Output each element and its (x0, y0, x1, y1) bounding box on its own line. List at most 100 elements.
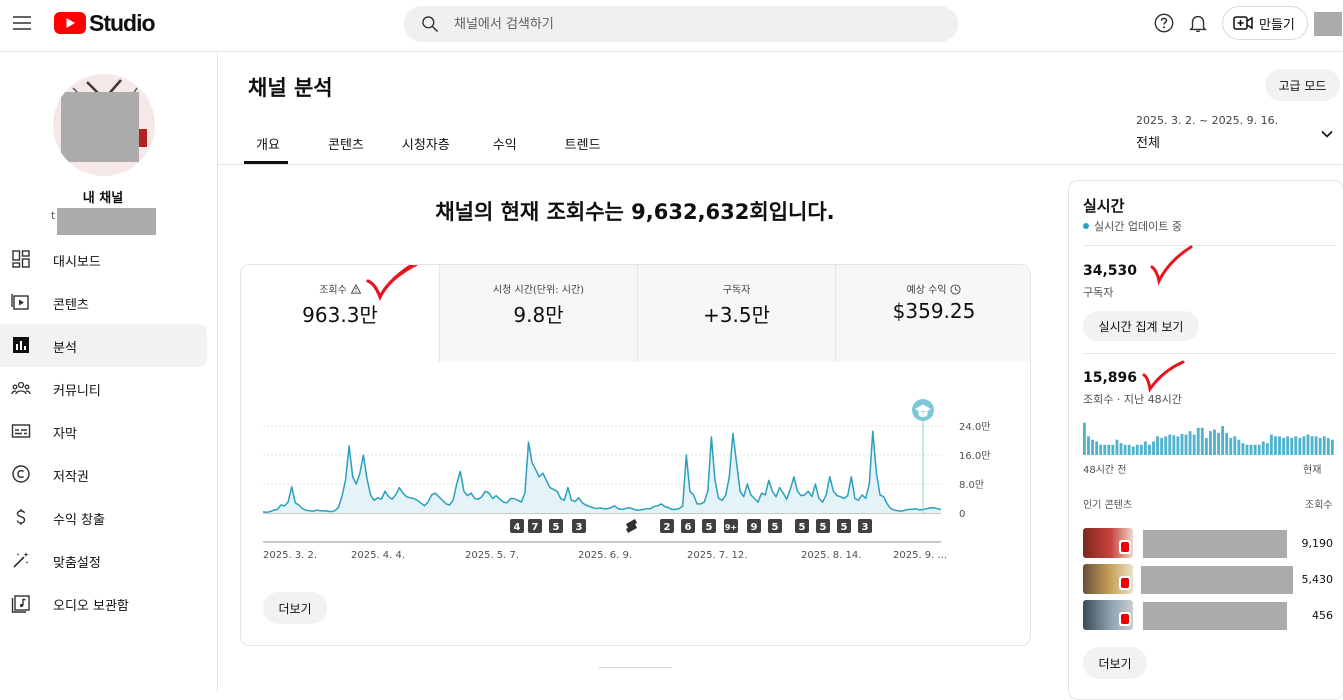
realtime-bar (1131, 446, 1135, 455)
warning-icon (350, 284, 361, 294)
tab-trends[interactable]: 트렌드 (564, 138, 601, 153)
search-input[interactable] (454, 16, 934, 32)
page-title: 채널 분석 (248, 76, 333, 100)
metric-label: 조회수 (319, 285, 347, 296)
dollar-icon (16, 509, 26, 525)
sidebar-item-dashboard[interactable]: 대시보드 (0, 238, 207, 281)
sidebar-item-audio-library[interactable]: 오디오 보관함 (0, 582, 207, 625)
event-marker (681, 519, 695, 533)
copyright-icon (12, 465, 30, 483)
search-icon[interactable] (420, 14, 440, 34)
tab-audience[interactable]: 시청자층 (401, 138, 450, 153)
top-content-metric-header: 조회수 (1305, 500, 1333, 511)
realtime-bar (1253, 444, 1257, 455)
search-bar[interactable] (404, 6, 958, 42)
metric-label: 예상 수익 (906, 285, 947, 296)
realtime-panel: 실시간 실시간 업데이트 중 34,530 구독자 실시간 집계 보기 15,8… (1068, 180, 1343, 700)
realtime-bar (1184, 434, 1188, 455)
y-tick-label: 0 (959, 509, 965, 520)
tab-revenue[interactable]: 수익 (492, 138, 517, 153)
realtime-bar (1269, 434, 1273, 455)
video-views: 9,190 (1301, 537, 1334, 550)
x-tick-label: 2025. 5. 7. (465, 550, 519, 561)
sidebar-item-community[interactable]: 커뮤니티 (0, 367, 207, 410)
studio-logo[interactable]: Studio (54, 9, 156, 36)
event-marker-label: 5 (799, 522, 806, 533)
menu-icon[interactable] (10, 11, 34, 35)
tab-overview[interactable]: 개요 (244, 122, 288, 164)
top-content-row[interactable]: 9,190 (1083, 528, 1335, 558)
realtime-bar (1180, 433, 1184, 455)
overview-card: 조회수 963.3만 시청 시간(단위: 시간) 9.8만 구독자 +3.5만 … (240, 264, 1031, 646)
sidebar-item-content[interactable]: 콘텐츠 (0, 281, 207, 324)
date-range-picker[interactable]: 2025. 3. 2. ~ 2025. 9. 16. 전체 (1136, 112, 1341, 156)
tab-content[interactable]: 콘텐츠 (328, 138, 364, 153)
studio-logo-text: Studio (89, 9, 156, 36)
see-more-button[interactable]: 더보기 (263, 592, 327, 624)
realtime-bar (1115, 439, 1119, 455)
top-content-row[interactable]: 456 (1083, 600, 1335, 630)
sidebar-item-analytics[interactable]: 분석 (0, 324, 207, 367)
graduation-cap-icon (914, 404, 932, 417)
realtime-bar (1209, 431, 1212, 455)
metric-tab-subscribers[interactable]: 구독자 +3.5만 (637, 265, 835, 362)
sidebar-item-monetization[interactable]: 수익 창출 (0, 496, 207, 539)
event-marker (837, 519, 851, 533)
sidebar-item-copyright[interactable]: 저작권 (0, 453, 207, 496)
views-area (263, 431, 941, 513)
left-sidebar: 내 채널 t 대시보드 콘텐츠 (0, 52, 218, 692)
video-views: 5,430 (1301, 573, 1334, 586)
realtime-bar (1119, 443, 1123, 455)
event-marker (510, 519, 524, 533)
help-icon[interactable] (1153, 12, 1175, 34)
advanced-mode-button[interactable]: 고급 모드 (1265, 69, 1340, 101)
realtime-bar (1168, 434, 1172, 455)
realtime-bar (1229, 438, 1233, 455)
realtime-bar (1200, 427, 1204, 455)
channel-avatar[interactable] (53, 74, 155, 176)
shorts-marker-icon (626, 519, 637, 533)
red-check-annotation (1150, 245, 1193, 286)
views-chart[interactable]: 0 8.0만 16.0만 24.0만 4 7 5 3 2 6 5 9+ 9 5 5 5 5 3 2025. 3. 2… (241, 362, 1031, 582)
realtime-bar (1107, 444, 1111, 455)
metric-tab-watch-time[interactable]: 시청 시간(단위: 시간) 9.8만 (439, 265, 637, 362)
realtime-bar (1278, 436, 1281, 455)
top-app-bar: Studio 만들기 (0, 0, 1343, 52)
realtime-live-count-button[interactable]: 실시간 집계 보기 (1083, 311, 1199, 341)
event-marker (816, 519, 830, 533)
sidebar-item-subtitles[interactable]: 자막 (0, 410, 207, 453)
top-content-header: 인기 콘텐츠 (1083, 500, 1133, 511)
sidebar-item-customization[interactable]: 맞춤설정 (0, 539, 207, 582)
y-tick-label: 16.0만 (959, 450, 990, 462)
create-button[interactable]: 만들기 (1222, 6, 1308, 40)
subtitles-icon (11, 424, 31, 438)
account-avatar[interactable] (1314, 12, 1342, 36)
realtime-views-label: 조회수 · 지난 48시간 (1083, 393, 1182, 406)
sidebar-item-label: 저작권 (53, 470, 89, 485)
top-content-row[interactable]: 5,430 (1083, 564, 1335, 594)
realtime-bar (1314, 436, 1318, 455)
content-icon (11, 294, 29, 310)
realtime-axis-end: 현재 (1303, 465, 1322, 476)
views-line (262, 430, 942, 514)
realtime-views-bar-chart[interactable] (1083, 421, 1335, 455)
notifications-icon[interactable] (1187, 12, 1209, 34)
realtime-bar (1245, 444, 1249, 455)
tabs-divider (218, 164, 1343, 165)
scroll-divider (598, 667, 672, 668)
metric-tab-views[interactable]: 조회수 963.3만 (241, 265, 439, 362)
event-marker (858, 519, 872, 533)
video-views: 456 (1312, 609, 1333, 622)
realtime-bar (1091, 439, 1094, 455)
video-thumbnail (1083, 528, 1133, 558)
metric-tab-revenue[interactable]: 예상 수익 $359.25 (835, 265, 1030, 362)
video-title-redaction (1143, 530, 1287, 558)
event-marker (747, 519, 761, 533)
event-marker-label: 9 (751, 522, 758, 533)
realtime-bar (1160, 438, 1164, 455)
realtime-see-more-button[interactable]: 더보기 (1083, 647, 1147, 679)
realtime-bar (1306, 434, 1310, 455)
realtime-bar (1237, 439, 1241, 455)
shorts-icon (1119, 612, 1131, 626)
metric-label-container: 조회수 (241, 281, 439, 296)
